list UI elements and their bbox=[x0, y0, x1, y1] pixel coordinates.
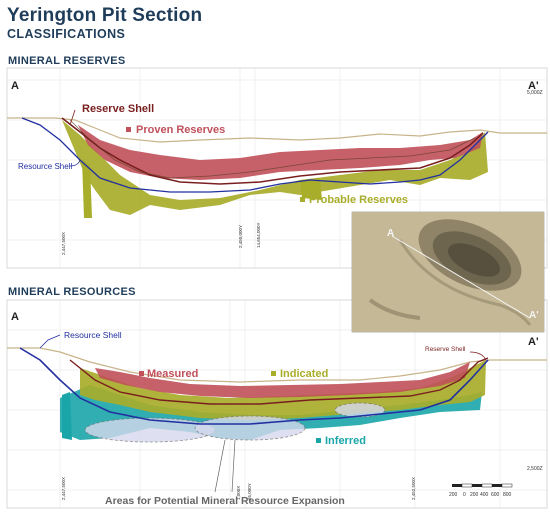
scale-bar bbox=[452, 483, 513, 488]
resources-resource-shell-label: Resource Shell bbox=[64, 330, 122, 340]
scale-label-3: 400 bbox=[480, 492, 489, 498]
resources-reserve-shell-label: Reserve Shell bbox=[425, 346, 466, 353]
resources-elevation-label: 2,500Z bbox=[527, 466, 543, 472]
scale-label-1: 0 bbox=[463, 492, 466, 498]
reserves-tick-1: 2,447,500X bbox=[61, 231, 66, 255]
proven-reserves-label: Proven Reserves bbox=[136, 124, 226, 136]
scale-label-5: 800 bbox=[503, 492, 512, 498]
reserves-heading: MINERAL RESERVES bbox=[8, 55, 126, 67]
inferred-legend-swatch bbox=[316, 438, 321, 443]
inferred-label: Inferred bbox=[325, 435, 366, 447]
probable-reserves-label: Probable Reserves bbox=[309, 194, 409, 206]
page-title: Yerington Pit Section bbox=[7, 5, 203, 26]
inset-map bbox=[351, 211, 545, 333]
resources-tick-4: 2,452,500X bbox=[411, 476, 416, 500]
resources-tick-2: 1,000X bbox=[236, 485, 241, 500]
indicated-label: Indicated bbox=[280, 368, 329, 380]
probable-reserves-west bbox=[82, 160, 92, 218]
scale-label-2: 200 bbox=[470, 492, 479, 498]
reserves-reserve-shell-label: Reserve Shell bbox=[82, 103, 155, 115]
reserves-tick-3: 14,654,000Y bbox=[256, 222, 261, 248]
measured-block bbox=[95, 362, 470, 398]
resources-tick-1: 2,447,500X bbox=[61, 476, 66, 500]
expansion-area-central bbox=[194, 415, 306, 441]
expansion-area-east bbox=[334, 402, 386, 418]
inset-label-a-prime: A' bbox=[529, 310, 539, 321]
indicated-legend-swatch bbox=[271, 371, 276, 376]
proven-reserves-block bbox=[78, 125, 483, 180]
resources-tick-3: 65,000Y bbox=[247, 483, 252, 500]
probable-legend-swatch bbox=[300, 197, 305, 202]
resources-section-label-a: A bbox=[11, 311, 19, 323]
reserves-section-label-a-prime: A' bbox=[528, 80, 539, 92]
reserves-resource-shell-label: Resource Shell bbox=[18, 162, 73, 171]
indicated-block bbox=[80, 360, 486, 420]
reserves-tick-2: 2,450,000Y bbox=[238, 224, 243, 248]
measured-legend-swatch bbox=[139, 371, 144, 376]
scale-label-0: 200 bbox=[449, 492, 458, 498]
inset-label-a: A bbox=[387, 228, 395, 239]
resource-shell-line-resources bbox=[19, 347, 489, 425]
expansion-area-west bbox=[84, 417, 216, 443]
scale-label-4: 600 bbox=[491, 492, 500, 498]
proven-legend-swatch bbox=[126, 127, 131, 132]
resources-heading: MINERAL RESOURCES bbox=[8, 286, 136, 298]
reserve-shell-line bbox=[61, 117, 484, 185]
reserves-topography bbox=[7, 117, 547, 143]
resources-topography bbox=[7, 347, 547, 383]
reserves-elevation-label: 5,000Z bbox=[527, 90, 543, 96]
resources-section-label-a-prime: A' bbox=[528, 336, 539, 348]
expansion-label: Areas for Potential Mineral Resource Exp… bbox=[105, 495, 345, 507]
page-subtitle: CLASSIFICATIONS bbox=[7, 27, 126, 41]
reserves-section-label-a: A bbox=[11, 80, 19, 92]
reserve-shell-line-resources bbox=[69, 357, 489, 405]
measured-label: Measured bbox=[147, 368, 199, 380]
